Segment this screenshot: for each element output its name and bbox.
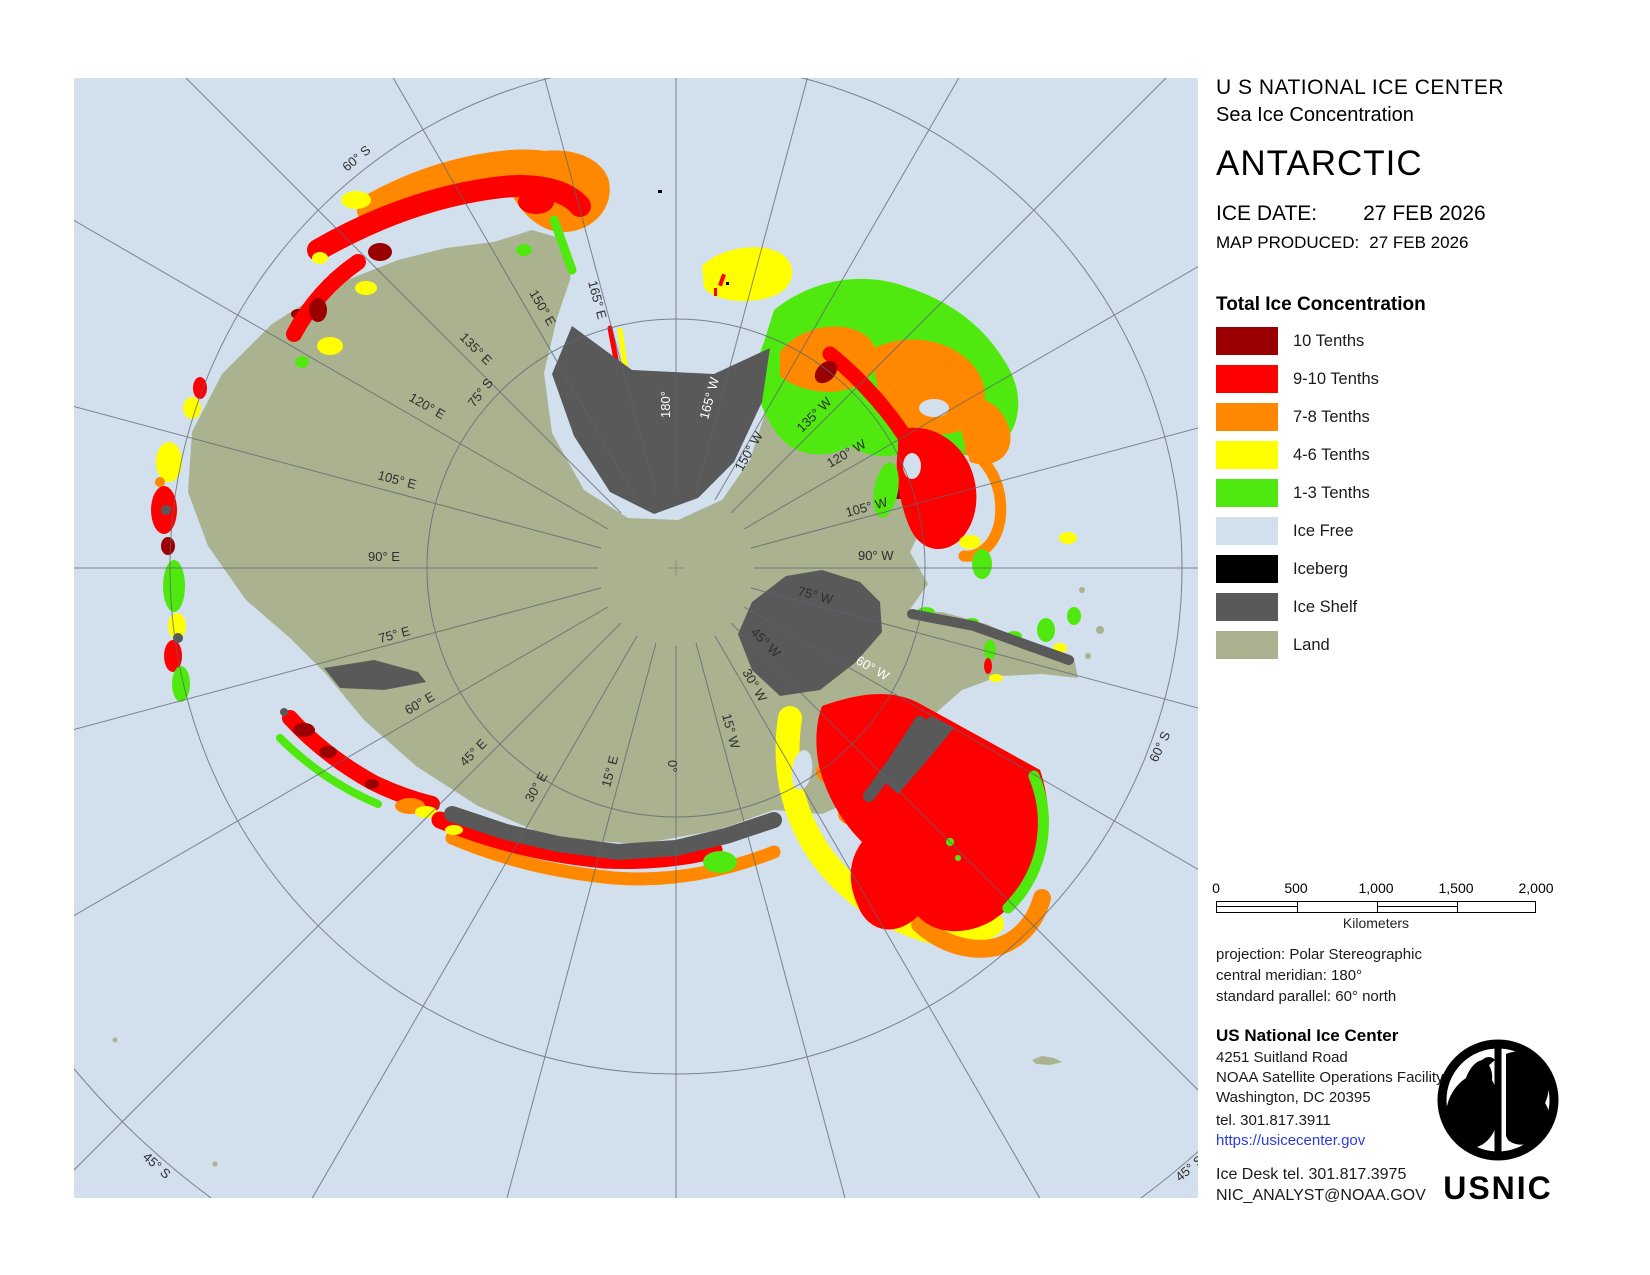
scale-tick: 1,000	[1358, 880, 1394, 896]
scale-tick: 500	[1284, 880, 1308, 896]
scale-tick: 2,000	[1518, 880, 1554, 896]
iceberg-speck	[658, 190, 662, 193]
product-title: Sea Ice Concentration	[1216, 104, 1414, 126]
legend-swatch-iceberg	[1216, 555, 1278, 583]
graticule-label: 0°	[665, 760, 680, 772]
contact-address: 4251 Suitland Road NOAA Satellite Operati…	[1216, 1049, 1444, 1106]
amery-ice-shelf	[324, 660, 426, 690]
graticule-label: 90° E	[368, 549, 400, 564]
legend-swatch-1-3-tenths	[1216, 479, 1278, 507]
legend-label: 7-8 Tenths	[1293, 407, 1370, 426]
ice-desk-tel: Ice Desk tel. 301.817.3975	[1216, 1166, 1407, 1183]
ice-date-label: ICE DATE:	[1216, 202, 1318, 225]
region-title: ANTARCTIC	[1216, 144, 1423, 183]
ice-date-value: 27 FEB 2026	[1363, 202, 1486, 225]
legend-label: Land	[1293, 635, 1330, 654]
legend-swatch-ice-free	[1216, 517, 1278, 545]
legend-label: 1-3 Tenths	[1293, 483, 1370, 502]
small-island	[112, 1037, 118, 1043]
graticule-label: 180°	[658, 391, 673, 418]
legend-swatch-ice-shelf	[1216, 593, 1278, 621]
map-produced-value: 27 FEB 2026	[1369, 233, 1469, 252]
scale-bar: 0 500 1,000 1,500 2,000 Kilometers	[1212, 880, 1553, 931]
pole-cross	[668, 560, 684, 576]
legend-swatch-land	[1216, 631, 1278, 659]
legend-label: 4-6 Tenths	[1293, 445, 1370, 464]
small-island	[1096, 626, 1104, 634]
map-canvas: 60° S 75° S 60° S 45° S 45° S 165° E 150…	[74, 78, 1198, 1198]
org-title: U S NATIONAL ICE CENTER	[1216, 76, 1505, 99]
contact-name: US National Ice Center	[1216, 1026, 1399, 1045]
logo-circle	[1437, 1039, 1559, 1161]
antarctic-map: 60° S 75° S 60° S 45° S 45° S 165° E 150…	[74, 78, 1198, 1198]
south-georgia-island	[1032, 1056, 1062, 1065]
legend-swatch-9-10-tenths	[1216, 365, 1278, 393]
legend: 10 Tenths 9-10 Tenths 7-8 Tenths 4-6 Ten…	[1216, 327, 1379, 669]
ross-ice-shelf	[552, 326, 770, 514]
legend-label: Iceberg	[1293, 559, 1349, 578]
usnic-logo	[1432, 1028, 1564, 1172]
ice-shelf-layer	[161, 326, 1074, 860]
graticule	[74, 78, 1198, 1198]
legend-item: Land	[1216, 631, 1379, 659]
legend-swatch-7-8-tenths	[1216, 403, 1278, 431]
ronne-ice-shelf	[738, 570, 882, 696]
legend-item: 1-3 Tenths	[1216, 479, 1379, 507]
usicecenter-link[interactable]: https://usicecenter.gov	[1216, 1132, 1366, 1149]
legend-swatch-10-tenths	[1216, 327, 1278, 355]
projection-info: projection: Polar Stereographic central m…	[1216, 946, 1422, 1005]
small-island	[212, 1161, 218, 1167]
legend-item: Ice Free	[1216, 517, 1379, 545]
map-produced-row: MAP PRODUCED: 27 FEB 2026	[1216, 233, 1469, 253]
penguin-icon	[1446, 1057, 1499, 1147]
iceberg-speck	[726, 282, 729, 285]
graticule-label: 90° W	[858, 548, 894, 563]
legend-item: 9-10 Tenths	[1216, 365, 1379, 393]
sea-ice-patches	[151, 149, 1081, 958]
legend-label: Ice Free	[1293, 521, 1354, 540]
contact-url: https://usicecenter.gov	[1216, 1132, 1365, 1149]
legend-item: 7-8 Tenths	[1216, 403, 1379, 431]
ice-date-row: ICE DATE: 27 FEB 2026	[1216, 202, 1486, 226]
legend-label: 10 Tenths	[1293, 331, 1365, 350]
legend-label: Ice Shelf	[1293, 597, 1358, 616]
polar-bear-icon	[1506, 1051, 1550, 1145]
legend-swatch-4-6-tenths	[1216, 441, 1278, 469]
scale-bar-rule	[1216, 901, 1536, 913]
legend-item: 10 Tenths	[1216, 327, 1379, 355]
scale-bar-unit: Kilometers	[1342, 915, 1410, 931]
small-island	[1079, 587, 1085, 593]
usnic-logo-text: USNIC	[1443, 1170, 1553, 1206]
analyst-email: NIC_ANALYST@NOAA.GOV	[1216, 1187, 1426, 1204]
legend-item: 4-6 Tenths	[1216, 441, 1379, 469]
scale-bar-ticks: 0 500 1,000 1,500 2,000	[1212, 880, 1553, 898]
weddell-sea-ice-pack	[816, 693, 1049, 932]
small-island	[1085, 653, 1091, 659]
scale-tick: 0	[1212, 880, 1220, 896]
contact-tel: tel. 301.817.3911	[1216, 1112, 1331, 1129]
legend-item: Ice Shelf	[1216, 593, 1379, 621]
scale-tick: 1,500	[1438, 880, 1474, 896]
legend-item: Iceberg	[1216, 555, 1379, 583]
map-produced-label: MAP PRODUCED:	[1216, 233, 1360, 252]
legend-title: Total Ice Concentration	[1216, 294, 1426, 315]
legend-label: 9-10 Tenths	[1293, 369, 1379, 388]
